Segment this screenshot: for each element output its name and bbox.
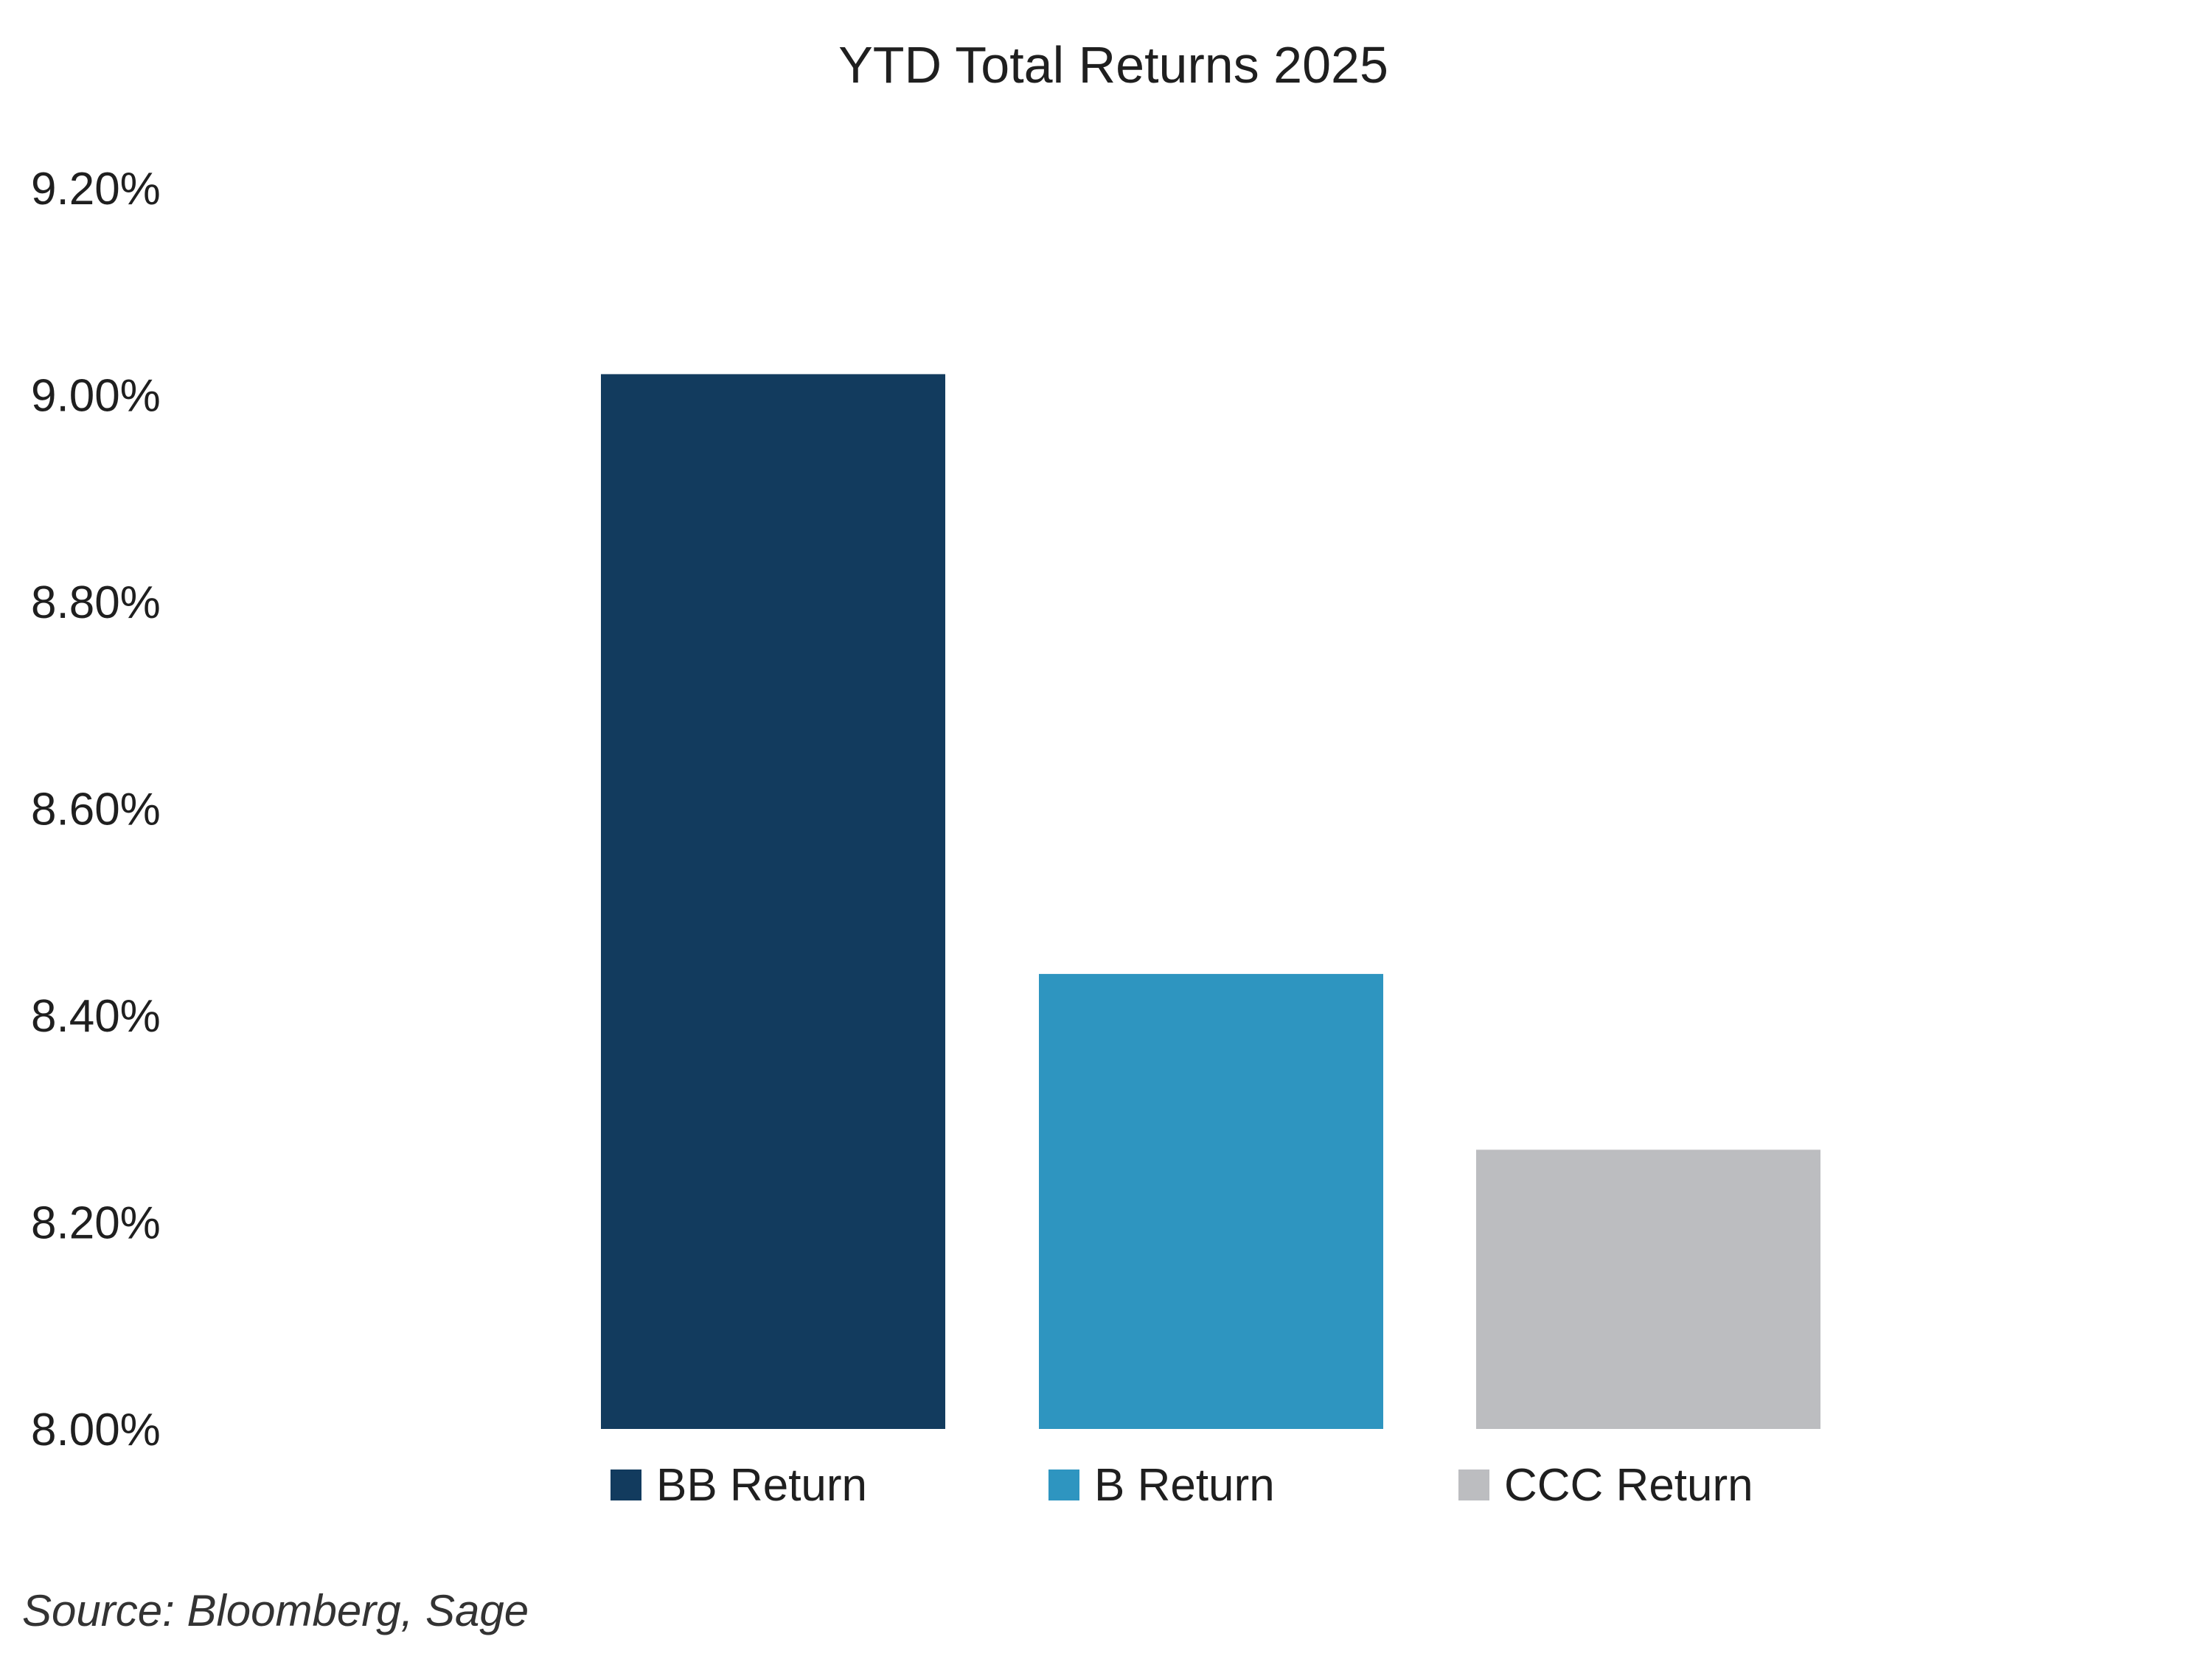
- chart-title: YTD Total Returns 2025: [838, 36, 1388, 94]
- y-tick-label: 8.20%: [31, 1198, 161, 1249]
- legend-swatch: [1458, 1470, 1489, 1500]
- bar-ccc-return: [1476, 1150, 1820, 1429]
- legend-label: CCC Return: [1504, 1460, 1753, 1511]
- y-tick-label: 8.00%: [31, 1405, 161, 1455]
- legend-label: BB Return: [656, 1460, 867, 1511]
- legend: BB Return B Return CCC Return: [611, 1460, 1753, 1511]
- y-tick-label: 8.80%: [31, 577, 161, 628]
- bar-bb-return: [601, 374, 945, 1430]
- y-tick-label: 8.60%: [31, 785, 161, 835]
- bar-b-return: [1039, 973, 1383, 1429]
- legend-label: B Return: [1094, 1460, 1275, 1511]
- legend-swatch: [1048, 1470, 1079, 1500]
- y-axis: 8.00% 8.20% 8.40% 8.60% 8.80% 9.00% 9.20%: [31, 164, 161, 1455]
- legend-swatch: [611, 1470, 641, 1500]
- source-note: Source: Bloomberg, Sage: [22, 1586, 529, 1635]
- y-tick-label: 9.20%: [31, 164, 161, 215]
- bars: [601, 374, 1820, 1430]
- y-tick-label: 9.00%: [31, 371, 161, 422]
- y-tick-label: 8.40%: [31, 991, 161, 1042]
